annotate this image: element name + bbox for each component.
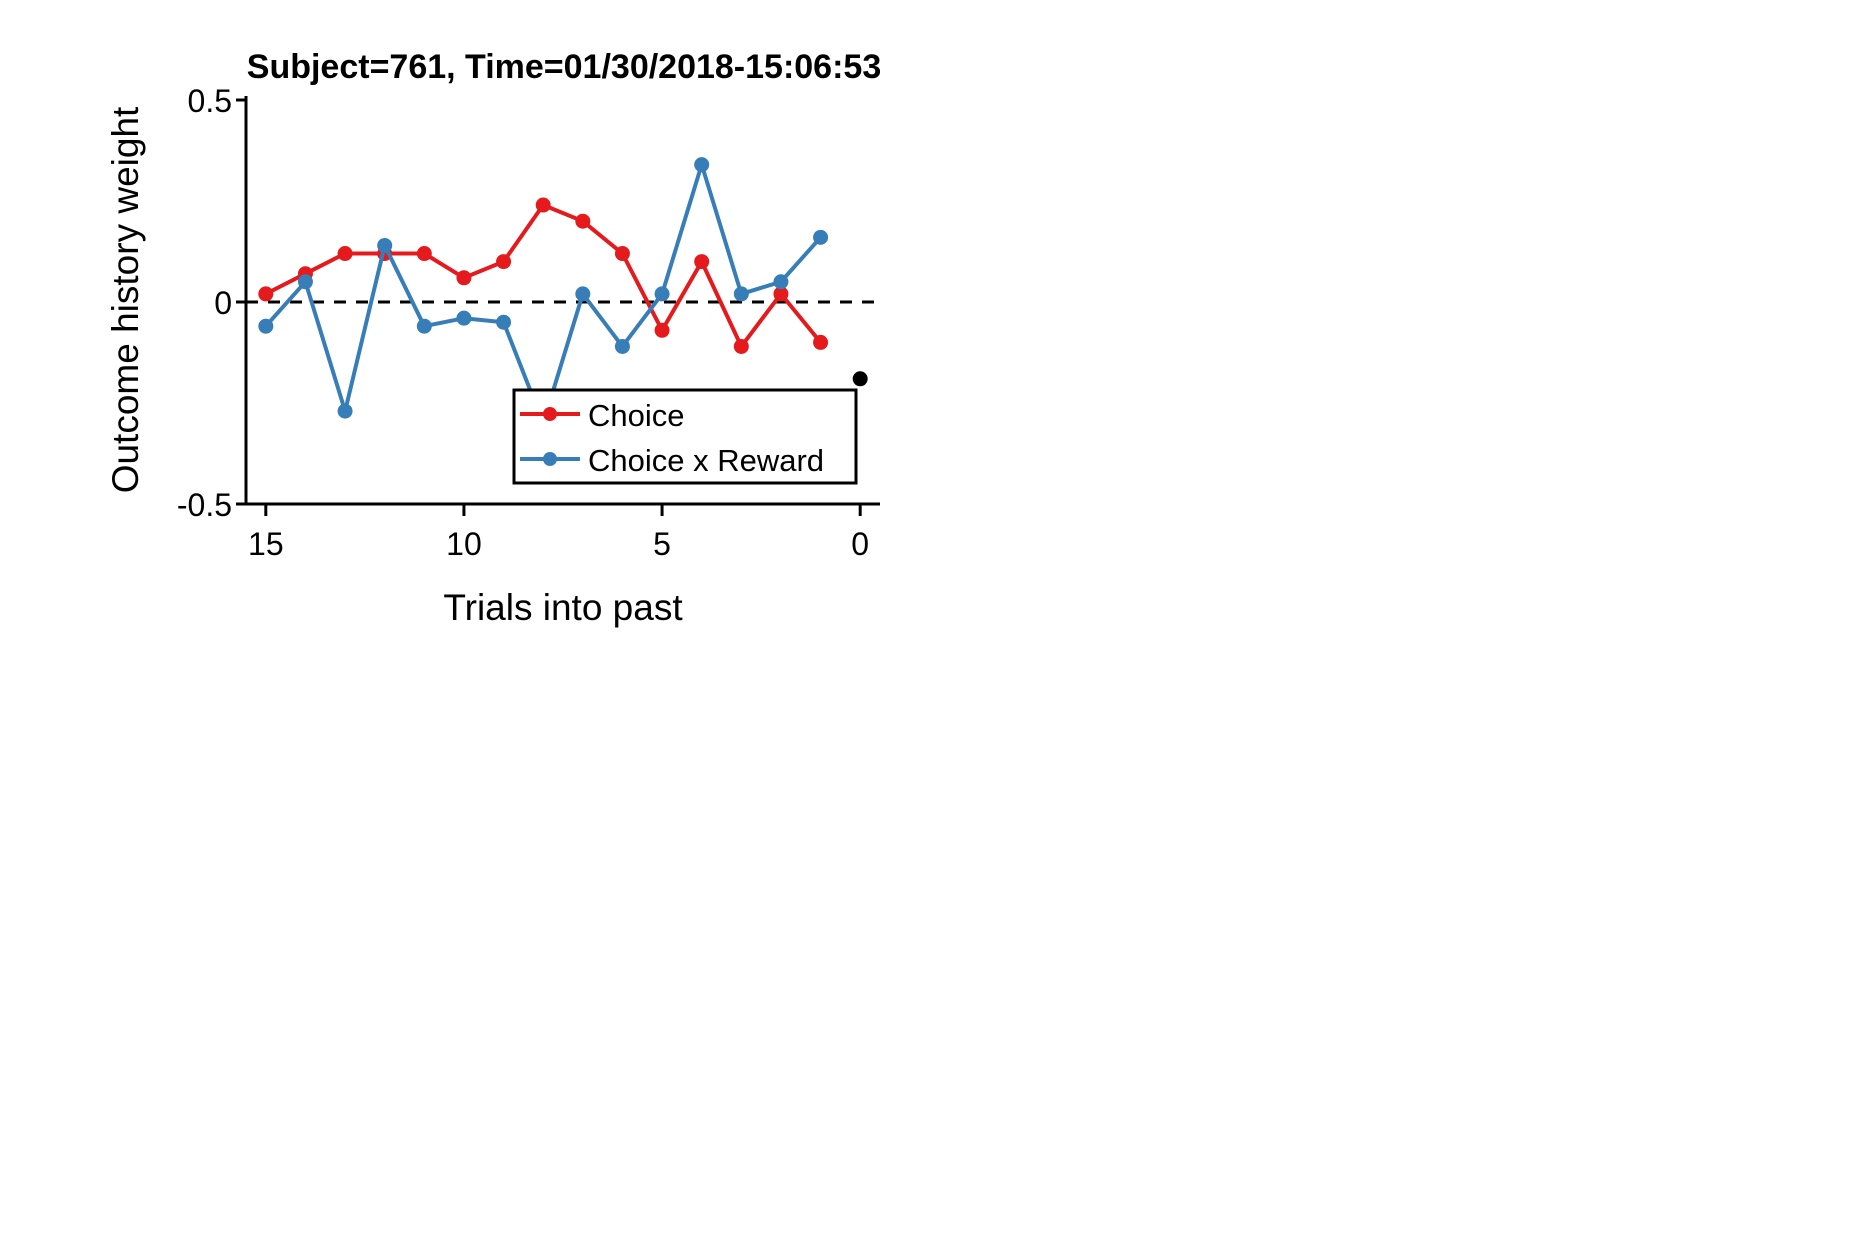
data-point-choice: [575, 213, 591, 229]
data-point-choice: [456, 270, 472, 286]
y-tick-label: -0.5: [177, 487, 232, 523]
data-point-choice: [733, 338, 749, 354]
data-point-choice-x-reward: [496, 314, 512, 330]
x-tick-label: 5: [653, 526, 671, 562]
data-point-choice-x-reward: [654, 286, 670, 302]
y-axis-label: Outcome history weight: [105, 106, 146, 493]
legend-choice-marker: [543, 407, 557, 421]
series-group: [258, 157, 868, 431]
data-point-choice: [773, 286, 789, 302]
data-point-choice: [654, 322, 670, 338]
legend-choice-x-reward-label: Choice x Reward: [588, 443, 824, 478]
data-point-choice: [337, 246, 353, 262]
extra-data-point: [852, 371, 868, 387]
data-point-choice-x-reward: [614, 338, 630, 354]
x-tick-label: 15: [248, 526, 284, 562]
data-point-choice-x-reward: [456, 310, 472, 326]
data-point-choice-x-reward: [258, 318, 274, 334]
data-point-choice-x-reward: [813, 229, 829, 245]
legend-box: [512, 388, 858, 485]
legend-choice-label: Choice: [588, 398, 685, 433]
axes: -0.5 0 0.5 15 10 5 0: [177, 83, 880, 562]
y-tick-label: 0.5: [188, 83, 232, 119]
data-point-choice: [258, 286, 274, 302]
data-point-choice: [535, 197, 551, 213]
data-point-choice-x-reward: [377, 237, 393, 253]
data-point-choice-x-reward: [575, 286, 591, 302]
data-point-choice: [416, 246, 432, 262]
data-point-choice: [813, 334, 829, 350]
data-point-choice-x-reward: [337, 403, 353, 419]
chart-title: Subject=761, Time=01/30/2018-15:06:53: [247, 48, 881, 86]
legend: Choice Choice x Reward: [512, 388, 858, 485]
data-point-choice: [614, 246, 630, 262]
x-tick-label: 10: [446, 526, 482, 562]
x-tick-label: 0: [851, 526, 869, 562]
y-tick-label: 0: [214, 285, 232, 321]
data-point-choice-x-reward: [297, 274, 313, 290]
data-point-choice: [496, 254, 512, 270]
data-point-choice: [694, 254, 710, 270]
legend-choice-x-reward-marker: [543, 452, 557, 466]
data-point-choice-x-reward: [733, 286, 749, 302]
data-point-choice-x-reward: [694, 157, 710, 173]
x-axis-label: Trials into past: [443, 587, 683, 628]
data-point-choice-x-reward: [416, 318, 432, 334]
data-point-choice-x-reward: [773, 274, 789, 290]
series-choice: [258, 197, 829, 354]
